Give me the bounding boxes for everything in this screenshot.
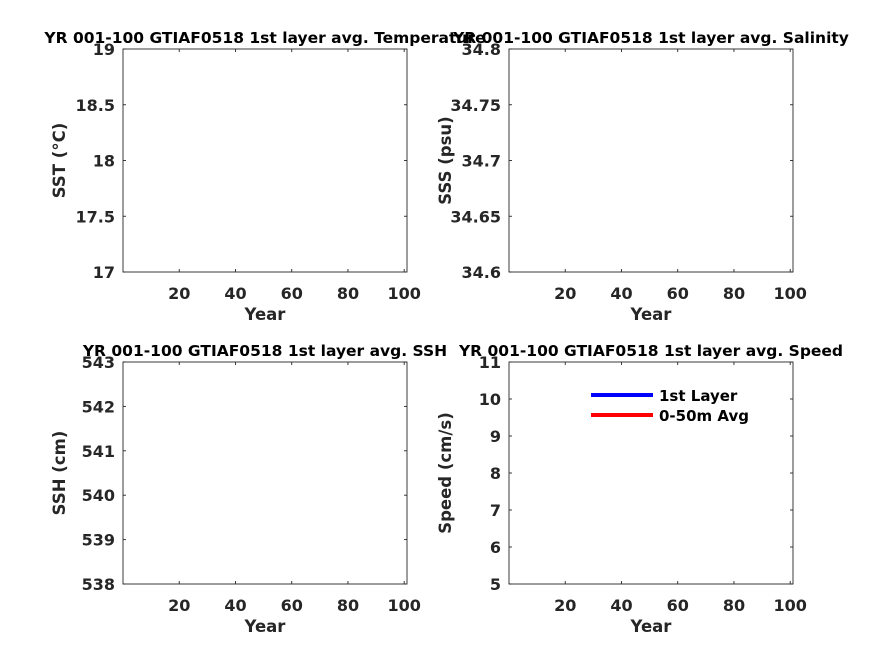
x-tick-label: 100 [773, 596, 806, 615]
y-axis-label: Speed (cm/s) [436, 412, 455, 534]
axes-box [508, 361, 794, 585]
x-tick-label: 40 [610, 596, 632, 615]
y-tick-label: 34.75 [450, 96, 501, 115]
y-tick-label: 10 [479, 390, 501, 409]
chart-panel-temperature: 20 40 60 80 100 17 17.5 18 18.5 19 Year SST (°C) YR … [43, 29, 485, 324]
y-tick-label: 6 [490, 538, 501, 557]
y-tick-label: 9 [490, 427, 501, 446]
chart-title: YR 001-100 GTIAF0518 1st layer avg. Spee… [458, 342, 843, 360]
x-tick-label: 80 [723, 596, 745, 615]
y-axis-label: SSH (cm) [50, 431, 69, 516]
y-tick-label: 17.5 [76, 207, 115, 226]
x-tick-label: 40 [224, 596, 246, 615]
x-tick-label: 20 [168, 284, 190, 303]
x-tick-label: 60 [281, 284, 303, 303]
x-tick-label: 60 [667, 596, 689, 615]
y-tick-label: 543 [82, 353, 115, 372]
y-tick-label: 540 [82, 486, 115, 505]
x-tick-label: 60 [667, 284, 689, 303]
y-axis-label: SST (°C) [50, 123, 69, 198]
axes-box [122, 48, 408, 273]
y-tick-label: 18 [93, 152, 115, 171]
y-tick-label: 19 [93, 40, 115, 59]
y-tick-label: 18.5 [76, 96, 115, 115]
x-axis-label: Year [630, 305, 673, 324]
y-tick-label: 5 [490, 575, 501, 594]
x-tick-label: 80 [337, 596, 359, 615]
x-tick-label: 100 [773, 284, 806, 303]
chart-title: YR 001-100 GTIAF0518 1st layer avg. SSH [82, 342, 447, 360]
y-tick-label: 7 [490, 501, 501, 520]
x-tick-label: 60 [281, 596, 303, 615]
legend-label: 0-50m Avg [659, 407, 749, 425]
x-axis-label: Year [630, 617, 673, 636]
x-tick-label: 80 [337, 284, 359, 303]
x-tick-label: 40 [610, 284, 632, 303]
y-tick-label: 541 [82, 442, 115, 461]
x-tick-label: 100 [387, 596, 420, 615]
y-tick-label: 34.6 [462, 263, 501, 282]
y-tick-label: 34.8 [462, 40, 501, 59]
y-tick-label: 539 [82, 531, 115, 550]
x-tick-label: 80 [723, 284, 745, 303]
x-tick-label: 100 [387, 284, 420, 303]
chart-title: YR 001-100 GTIAF0518 1st layer avg. Sali… [452, 29, 849, 47]
x-tick-label: 20 [168, 596, 190, 615]
chart-panel-salinity: 20 40 60 80 100 34.6 34.65 34.7 34.75 34.8 Year SSS… [436, 29, 849, 324]
y-tick-label: 17 [93, 263, 115, 282]
legend-label: 1st Layer [659, 387, 738, 405]
x-tick-label: 20 [554, 596, 576, 615]
y-tick-label: 34.65 [450, 207, 501, 226]
chart-title: YR 001-100 GTIAF0518 1st layer avg. Temp… [43, 29, 485, 47]
y-tick-label: 538 [82, 575, 115, 594]
axes-box [122, 361, 408, 585]
x-axis-label: Year [244, 617, 287, 636]
y-axis-label: SSS (psu) [436, 116, 455, 204]
x-axis-label: Year [244, 305, 287, 324]
x-tick-label: 20 [554, 284, 576, 303]
y-tick-label: 542 [82, 397, 115, 416]
x-tick-label: 40 [224, 284, 246, 303]
y-tick-label: 11 [479, 353, 501, 372]
axes-box [508, 48, 794, 273]
y-tick-label: 34.7 [462, 152, 501, 171]
chart-panel-speed: 20 40 60 80 100 5 6 7 8 9 10 11 Year Speed (cm/s) YR 0… [436, 342, 843, 636]
y-tick-label: 8 [490, 464, 501, 483]
chart-panel-ssh: 20 40 60 80 100 538 539 540 541 542 543 Year SSH (cm… [50, 342, 447, 636]
